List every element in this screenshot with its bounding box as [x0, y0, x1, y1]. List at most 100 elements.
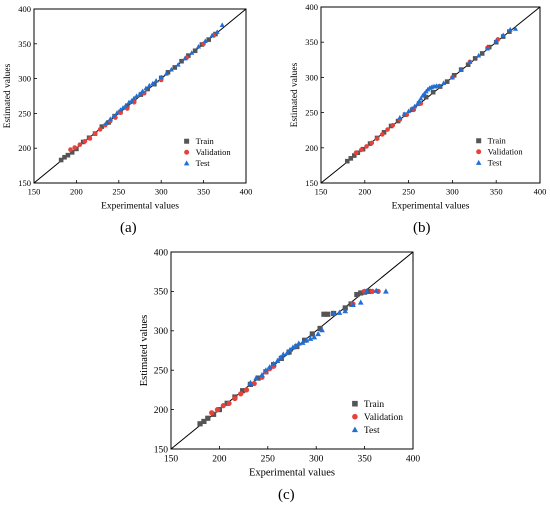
test-point: [290, 344, 296, 350]
validation-point: [385, 127, 390, 132]
y-tick-label: 250: [18, 108, 31, 118]
test-point: [114, 110, 120, 115]
test-point: [307, 335, 314, 341]
test-point: [146, 82, 152, 88]
test-point: [134, 93, 140, 98]
legend-train-marker: [352, 400, 358, 407]
y-tick-label: 400: [305, 2, 318, 12]
train-point: [58, 157, 64, 163]
x-tick-label: 200: [212, 455, 227, 465]
legend-test-marker: [183, 160, 190, 166]
test-point: [163, 71, 169, 76]
test-point: [436, 83, 442, 88]
test-point: [270, 360, 277, 367]
test-point: [467, 59, 473, 64]
test-point: [150, 80, 156, 86]
validation-point: [82, 138, 88, 144]
train-point: [301, 337, 308, 343]
y-tick-label: 400: [154, 248, 169, 258]
y-tick-label: 250: [305, 108, 318, 118]
train-point: [201, 418, 207, 425]
test-point: [441, 80, 447, 85]
test-point: [484, 45, 490, 51]
y-axis-label: Estimated values: [3, 63, 13, 128]
train-point: [321, 311, 327, 317]
panel-label-c: (c): [278, 487, 295, 503]
validation-point: [92, 131, 98, 136]
test-point: [253, 375, 260, 381]
train-point: [507, 29, 512, 34]
legend-train-marker: [476, 138, 482, 144]
test-point: [214, 29, 220, 34]
x-tick-label: 200: [358, 187, 371, 197]
legend-test-label: Test: [488, 158, 503, 168]
validation-point: [232, 395, 238, 402]
test-point: [412, 103, 418, 109]
test-point: [401, 111, 407, 116]
test-point: [219, 22, 225, 27]
validation-point: [87, 136, 93, 141]
x-tick-label: 300: [309, 455, 324, 465]
test-point: [131, 95, 137, 101]
train-point: [165, 70, 171, 75]
train-point: [451, 72, 457, 78]
test-point: [363, 288, 370, 294]
test-point: [182, 55, 188, 61]
train-point: [179, 58, 184, 64]
x-tick-label: 350: [357, 455, 372, 465]
test-point: [284, 349, 291, 356]
legend-train-label: Train: [488, 136, 507, 146]
plot-frame: [320, 6, 541, 184]
train-point: [197, 421, 203, 427]
test-point: [120, 105, 126, 110]
test-point: [311, 334, 318, 340]
x-tick-label: 400: [240, 187, 253, 197]
test-point: [202, 38, 208, 43]
legend-train-label: Train: [196, 136, 215, 146]
y-axis-label: Estimated values: [139, 315, 150, 386]
validation-point: [243, 387, 250, 393]
train-point: [124, 103, 130, 109]
test-point: [373, 287, 380, 293]
legend-test-label: Test: [364, 426, 380, 436]
test-point: [126, 99, 132, 105]
test-point: [397, 114, 403, 120]
test-point: [107, 116, 113, 121]
train-point: [351, 153, 357, 158]
y-tick-label: 300: [305, 72, 318, 82]
train-point: [69, 150, 75, 155]
y-tick-label: 150: [305, 178, 318, 188]
legend-test-marker: [351, 426, 358, 433]
test-point: [315, 330, 321, 337]
legend-validation-label: Validation: [488, 147, 524, 157]
test-point: [342, 308, 349, 314]
x-axis-label: Experimental values: [101, 202, 179, 212]
plot-frame: [170, 251, 414, 450]
train-point: [186, 53, 191, 58]
train-point: [444, 79, 450, 84]
train-point: [365, 288, 372, 294]
test-point: [175, 62, 181, 67]
validation-point: [364, 144, 369, 149]
validation-point: [369, 140, 375, 146]
legend-test-marker: [475, 159, 482, 165]
train-point: [430, 89, 436, 95]
legend-test-label: Test: [196, 158, 211, 168]
train-point: [465, 62, 471, 68]
y-tick-label: 350: [305, 37, 318, 47]
test-point: [416, 98, 422, 104]
x-tick-label: 150: [164, 455, 179, 465]
y-tick-label: 300: [18, 74, 31, 84]
train-point: [348, 156, 354, 161]
validation-point: [97, 127, 103, 132]
validation-point: [358, 147, 364, 153]
train-point: [381, 130, 387, 135]
test-point: [414, 101, 420, 107]
train-point: [344, 158, 350, 164]
legend-train-label: Train: [364, 400, 384, 410]
test-point: [383, 288, 389, 294]
test-point: [350, 301, 356, 308]
y-tick-label: 200: [154, 406, 169, 416]
test-point: [123, 103, 129, 108]
validation-point: [380, 132, 385, 137]
